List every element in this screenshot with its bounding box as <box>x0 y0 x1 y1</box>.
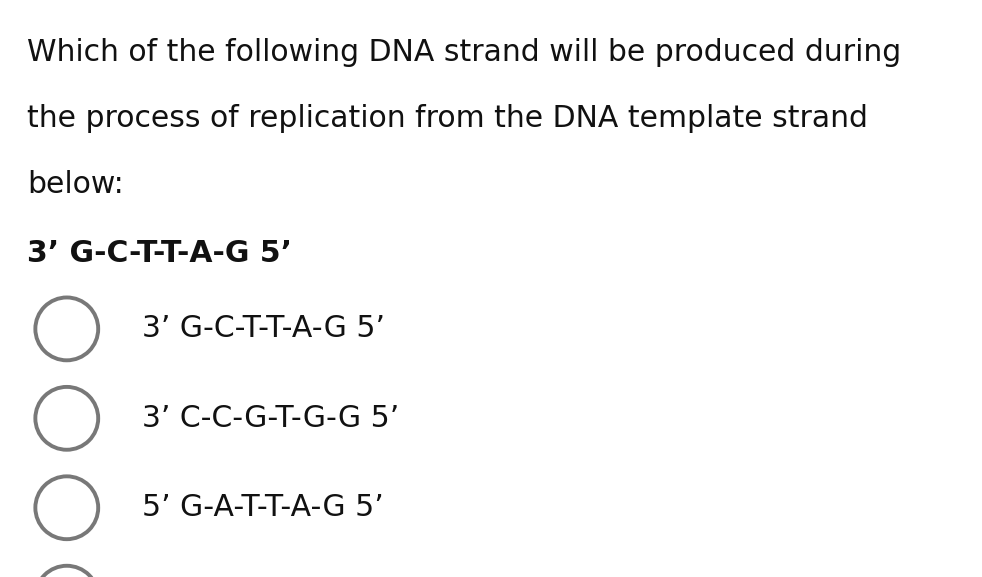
Text: 5’ G-A-T-T-A-G 5’: 5’ G-A-T-T-A-G 5’ <box>142 493 384 522</box>
Text: below:: below: <box>27 170 125 199</box>
Text: 3’ G-C-T-T-A-G 5’: 3’ G-C-T-T-A-G 5’ <box>142 314 385 343</box>
Text: Which of the following DNA strand will be produced during: Which of the following DNA strand will b… <box>27 38 901 66</box>
Text: the process of replication from the DNA template strand: the process of replication from the DNA … <box>27 104 868 133</box>
Text: 3’ G-C-T-T-A-G 5’: 3’ G-C-T-T-A-G 5’ <box>27 239 293 268</box>
Text: 3’ C-C-G-T-G-G 5’: 3’ C-C-G-T-G-G 5’ <box>142 404 400 433</box>
